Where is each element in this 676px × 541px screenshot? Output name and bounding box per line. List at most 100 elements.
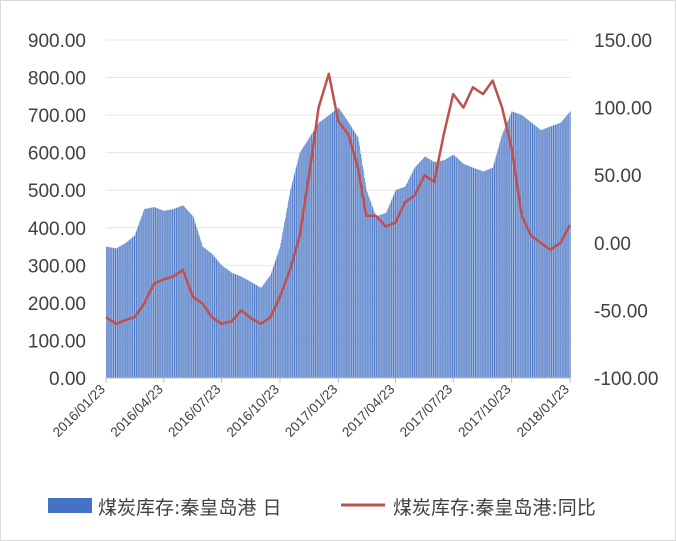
inventory-bar: [522, 115, 523, 379]
inventory-bar: [140, 217, 142, 378]
inventory-bar: [276, 257, 277, 378]
inventory-bar: [173, 209, 174, 378]
inventory-bar: [145, 208, 147, 378]
inventory-bar: [464, 164, 466, 378]
inventory-bar: [281, 239, 282, 378]
inventory-bar: [205, 248, 206, 378]
inventory-bar: [336, 109, 337, 378]
inventory-bar: [505, 126, 506, 378]
inventory-bar: [480, 170, 482, 378]
inventory-bar: [384, 213, 386, 378]
inventory-bar: [146, 208, 148, 378]
inventory-bar: [533, 124, 535, 378]
inventory-bar: [514, 112, 516, 378]
inventory-bar: [140, 219, 141, 378]
y-left-tick-label: 200.00: [28, 294, 86, 315]
inventory-bar: [215, 257, 216, 378]
inventory-bar: [408, 180, 409, 378]
inventory-bar: [292, 180, 294, 378]
inventory-bar: [349, 124, 351, 378]
inventory-bar: [274, 263, 275, 378]
y-left-tick-label: 0.00: [49, 369, 86, 390]
inventory-bar: [431, 160, 433, 378]
inventory-bar: [216, 259, 218, 378]
inventory-bar: [525, 118, 527, 379]
y-left-tick-label: 800.00: [28, 69, 86, 90]
inventory-bar: [255, 284, 256, 378]
inventory-bar: [248, 280, 249, 378]
inventory-bar: [418, 162, 420, 378]
inventory-bar: [530, 121, 531, 379]
y-left-tick-label: 900.00: [28, 31, 86, 52]
inventory-bar: [191, 214, 192, 378]
inventory-bar: [567, 114, 569, 379]
inventory-bar: [291, 185, 292, 378]
inventory-bar: [227, 270, 229, 378]
inventory-bar: [511, 111, 513, 379]
inventory-bar: [361, 157, 362, 378]
inventory-bar: [499, 142, 501, 378]
inventory-bar: [243, 277, 244, 378]
inventory-bar: [196, 226, 197, 378]
inventory-bar: [312, 131, 314, 378]
inventory-bar: [371, 204, 372, 378]
inventory-bar: [338, 108, 340, 378]
inventory-bar: [190, 213, 191, 378]
inventory-bar: [488, 169, 489, 378]
inventory-bar: [543, 128, 545, 378]
inventory-bar: [450, 156, 451, 378]
inventory-bar: [116, 248, 117, 378]
inventory-bar: [375, 216, 377, 378]
inventory-bar: [478, 169, 480, 378]
inventory-bar: [356, 135, 358, 378]
inventory-bar: [278, 250, 280, 378]
inventory-bar: [324, 117, 326, 379]
inventory-bar: [510, 112, 512, 379]
legend-label-bar: 煤炭库存:秦皇岛港 日: [98, 497, 281, 519]
inventory-bar: [545, 128, 546, 378]
y-left-tick-label: 100.00: [28, 331, 86, 352]
inventory-bar: [546, 127, 548, 378]
inventory-bar: [413, 170, 414, 378]
inventory-bar: [519, 114, 521, 378]
inventory-bar: [444, 159, 445, 378]
inventory-bar: [422, 159, 423, 378]
inventory-bar: [344, 116, 346, 379]
inventory-bar: [231, 272, 232, 379]
inventory-bar: [344, 116, 345, 379]
inventory-bar: [270, 274, 271, 378]
inventory-bar: [354, 132, 356, 378]
inventory-bar: [160, 209, 162, 378]
inventory-bar: [264, 283, 265, 378]
inventory-bar: [385, 212, 386, 378]
inventory-bar: [526, 118, 527, 379]
inventory-bar: [458, 159, 460, 378]
inventory-bar: [411, 173, 412, 378]
inventory-bar: [369, 198, 370, 378]
inventory-bar: [234, 274, 236, 378]
x-tick-label: 2017/04/23: [339, 382, 397, 440]
inventory-bar: [378, 215, 380, 378]
inventory-bar: [410, 175, 412, 378]
inventory-bar: [351, 127, 353, 378]
inventory-bar: [128, 240, 130, 378]
inventory-bar: [530, 122, 532, 379]
inventory-bar: [366, 190, 367, 378]
inventory-bar: [139, 221, 141, 378]
inventory-bar: [280, 243, 282, 378]
inventory-bar: [330, 114, 331, 379]
inventory-bar: [221, 265, 223, 378]
inventory-bar: [220, 263, 221, 378]
inventory-bar: [554, 124, 556, 378]
inventory-bar: [516, 113, 518, 378]
inventory-bar: [116, 248, 118, 378]
inventory-bar: [257, 285, 258, 378]
inventory-bar: [297, 160, 299, 378]
inventory-bar: [316, 126, 317, 378]
inventory-bar: [318, 122, 320, 379]
inventory-bar: [456, 157, 457, 378]
inventory-bar: [253, 283, 255, 378]
inventory-bar: [392, 197, 393, 378]
inventory-bar: [263, 284, 264, 378]
inventory-bar: [157, 208, 158, 378]
